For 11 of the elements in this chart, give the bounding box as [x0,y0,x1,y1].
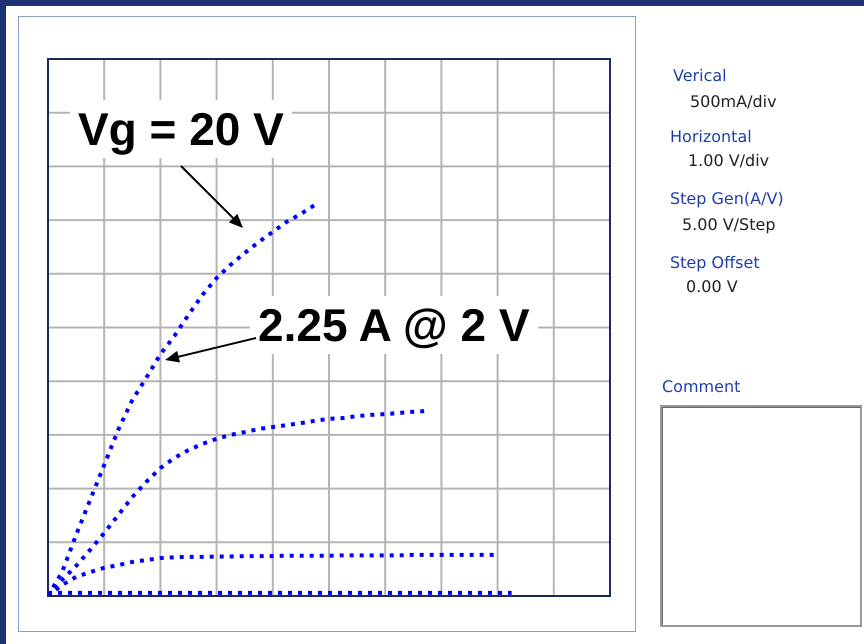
text: Step Gen(A/V) [670,189,784,208]
text: 500mA/div [690,92,777,111]
text: Verical [673,66,727,85]
text: 5.00 V/Step [682,215,776,234]
text: Vg = 20 V [70,100,292,158]
text: Comment [662,377,740,396]
text: Horizontal [670,127,752,146]
text: 1.00 V/div [688,151,770,170]
text: 0.00 V [686,277,738,296]
annotation: 2.25 A @ 2 V [250,296,538,354]
text: Step Offset [670,253,760,272]
